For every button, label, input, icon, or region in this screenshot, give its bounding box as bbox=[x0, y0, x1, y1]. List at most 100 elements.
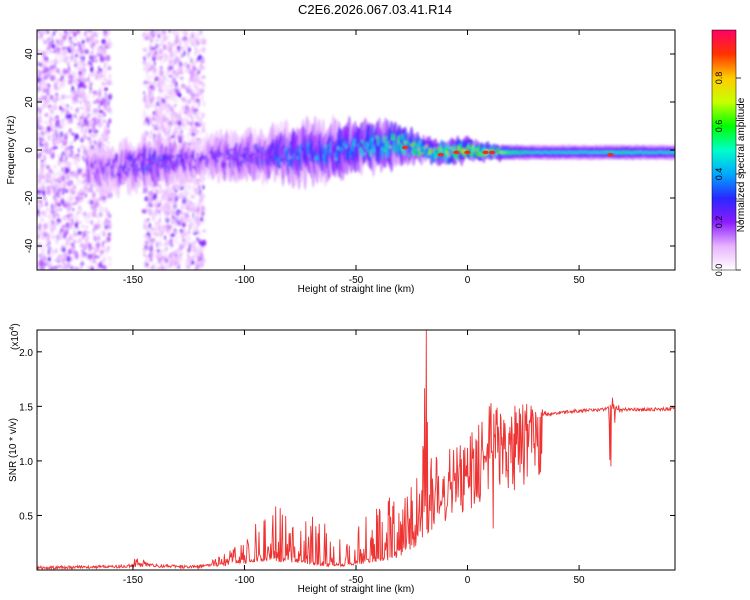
speckle bbox=[73, 158, 79, 166]
speckle bbox=[39, 136, 42, 143]
speckle bbox=[165, 118, 171, 123]
speckle bbox=[105, 81, 111, 86]
speckle bbox=[76, 178, 81, 185]
speckle bbox=[60, 219, 63, 224]
speckle bbox=[168, 241, 172, 246]
snr-xlabel: Height of straight line (km) bbox=[298, 584, 415, 595]
speckle bbox=[40, 105, 45, 110]
speckle bbox=[152, 123, 156, 128]
speckle bbox=[191, 39, 196, 44]
speckle bbox=[71, 132, 75, 136]
speckle bbox=[105, 96, 108, 100]
speckle bbox=[70, 265, 73, 270]
speckle bbox=[42, 30, 45, 34]
speckle bbox=[163, 204, 167, 210]
speckle bbox=[143, 55, 147, 62]
speckle bbox=[188, 121, 191, 125]
speckle bbox=[45, 208, 50, 212]
speckle bbox=[175, 118, 179, 125]
speckle bbox=[38, 125, 42, 129]
speckle bbox=[178, 66, 182, 70]
speckle bbox=[37, 61, 42, 66]
speckle bbox=[173, 32, 179, 37]
speckle bbox=[155, 43, 159, 50]
speckle bbox=[40, 218, 45, 222]
speckle bbox=[188, 227, 191, 231]
speckle bbox=[99, 236, 102, 240]
speckle bbox=[87, 187, 93, 193]
speckle bbox=[93, 56, 97, 62]
speckle bbox=[175, 63, 180, 69]
speckle bbox=[189, 203, 195, 210]
speckle bbox=[174, 88, 180, 95]
y-tick-label: -20 bbox=[24, 190, 35, 205]
speckle bbox=[91, 126, 97, 133]
x-tick-label: 50 bbox=[574, 575, 586, 586]
speckle bbox=[48, 240, 51, 246]
speckle bbox=[54, 56, 58, 61]
speckle bbox=[103, 66, 109, 74]
snr-panel: -150 -100 -50 0 50 0.51.01.52.0 Height of st… bbox=[8, 323, 676, 595]
x-tick-label: -150 bbox=[123, 575, 143, 586]
speckle bbox=[37, 182, 42, 186]
speckle bbox=[38, 253, 42, 258]
speckle bbox=[194, 82, 199, 86]
speckle bbox=[146, 262, 149, 267]
speckle bbox=[88, 90, 93, 95]
speckle bbox=[180, 232, 185, 239]
speckle bbox=[154, 38, 159, 43]
speckle bbox=[84, 119, 88, 123]
speckle bbox=[146, 67, 150, 73]
speckle bbox=[173, 104, 177, 108]
speckle bbox=[42, 189, 46, 197]
colorbar-gradient bbox=[712, 30, 736, 270]
speckle bbox=[150, 190, 154, 198]
speckle bbox=[174, 240, 179, 245]
speckle bbox=[144, 76, 149, 82]
speckle bbox=[142, 115, 148, 119]
snr-scale-prefix: (x10 bbox=[10, 330, 21, 350]
speckle bbox=[147, 90, 150, 96]
speckle bbox=[37, 96, 42, 103]
speckle bbox=[143, 80, 149, 84]
speckle bbox=[41, 185, 46, 191]
speckle bbox=[167, 203, 170, 210]
speckle bbox=[55, 119, 60, 124]
speckle bbox=[183, 61, 188, 68]
speckle bbox=[37, 204, 41, 210]
speckle bbox=[155, 186, 160, 190]
speckle bbox=[38, 192, 41, 198]
speckle bbox=[101, 264, 107, 270]
speckle bbox=[143, 106, 146, 114]
speckle bbox=[200, 75, 206, 80]
speckle bbox=[63, 267, 68, 270]
speckle bbox=[37, 30, 41, 34]
speckle bbox=[88, 81, 94, 86]
speckle bbox=[169, 259, 174, 265]
speckle bbox=[76, 111, 80, 115]
speckle bbox=[163, 76, 167, 81]
speckle bbox=[54, 68, 58, 74]
speckle bbox=[171, 119, 174, 123]
speckle bbox=[191, 65, 197, 72]
speckle bbox=[93, 111, 97, 118]
y-tick-label: 1.5 bbox=[19, 402, 33, 413]
speckle bbox=[72, 46, 76, 54]
speckle bbox=[79, 192, 85, 196]
speckle bbox=[65, 114, 70, 120]
speckle bbox=[57, 191, 61, 198]
speckle bbox=[59, 77, 62, 81]
speckle bbox=[73, 63, 78, 68]
speckle bbox=[107, 93, 113, 100]
speckle bbox=[192, 184, 195, 192]
speckle bbox=[63, 200, 68, 205]
speckle bbox=[65, 95, 70, 99]
x-tick-label: 0 bbox=[465, 575, 471, 586]
speckle bbox=[86, 265, 91, 270]
speckle bbox=[187, 46, 191, 53]
speckle bbox=[74, 76, 79, 81]
speckle bbox=[88, 60, 92, 66]
speckle bbox=[158, 123, 162, 127]
speckle bbox=[67, 179, 72, 186]
speckle bbox=[63, 50, 66, 57]
